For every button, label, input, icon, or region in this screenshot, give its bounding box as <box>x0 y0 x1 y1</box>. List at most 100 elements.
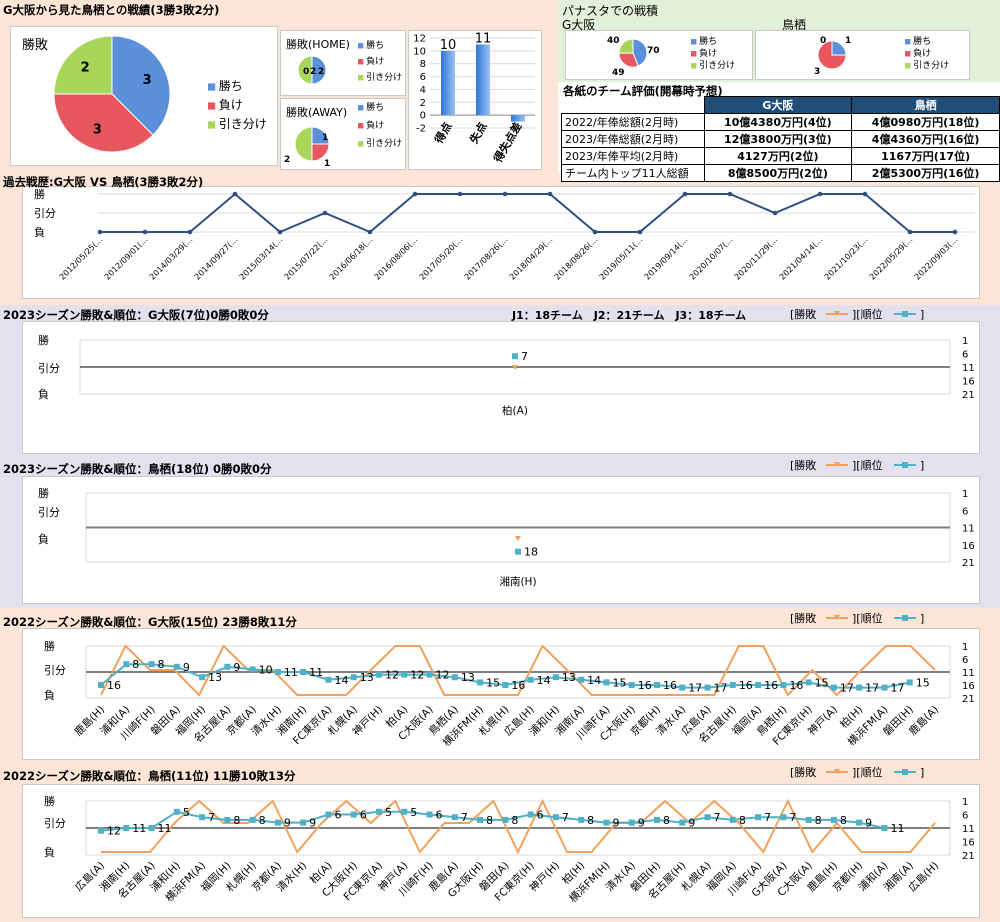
g2022-rank-point <box>401 671 408 678</box>
history-point <box>187 229 193 235</box>
score-bar <box>476 44 490 116</box>
t2023-rank-tick: 16 <box>962 541 975 552</box>
g2022-legend-close: ] <box>920 612 924 625</box>
t2023-legend-result-label: [勝敗 <box>790 458 816 472</box>
t2022-rank-tick: 16 <box>962 838 975 849</box>
t2022-rank-point <box>148 825 155 831</box>
g2023-rank-point <box>512 353 518 360</box>
g2022-rank-tick: 6 <box>962 655 968 666</box>
evaluation-cell-g: 8億8500万円(2位) <box>703 164 853 182</box>
t2022-rank-point <box>502 816 509 823</box>
g2022-rank-label: 13 <box>562 671 576 684</box>
g2023-legend-result-label: [勝敗 <box>790 307 816 321</box>
history-y-label: 負 <box>34 226 45 239</box>
away-pie-data-label: 2 <box>284 155 290 165</box>
t2022-rank-point <box>123 825 130 831</box>
t2022-rank-point <box>401 808 408 815</box>
g2022-rank-label: 11 <box>309 666 323 679</box>
g2023-rank-tick: 6 <box>962 350 968 361</box>
g2022-rank-point <box>249 666 256 673</box>
t2023-legend-rank-marker <box>902 462 908 468</box>
score-box <box>408 30 542 170</box>
history-date-label: 2015/07/22(... <box>283 235 330 282</box>
t2022-rank-label: 7 <box>562 811 569 824</box>
g2022-rank-label: 14 <box>587 674 601 687</box>
score-tick-label: 0 <box>420 111 426 122</box>
g2022-result-label: 負 <box>44 689 55 702</box>
evaluation-row: 2022/年俸総額(2月時) 10億4380万円(4位) 4億0980万円(18位) <box>561 113 1000 131</box>
t2022-rank-point <box>856 819 863 826</box>
score-tick-label: 6 <box>420 72 426 83</box>
away-pie-data-label: 1 <box>322 133 328 143</box>
g2023-rank-tick: 21 <box>962 390 975 401</box>
score-tick-label: 8 <box>420 59 426 70</box>
overall-pie-slice <box>111 35 171 136</box>
score-tick-label: 2 <box>420 98 426 109</box>
t2023-title: 2023シーズン勝敗&順位：鳥栖(18位) 0勝0敗0分 <box>3 462 272 476</box>
g2022-rank-point <box>199 674 206 681</box>
evaluation-cell-t: 4億0980万円(18位) <box>851 113 1000 131</box>
panasta-t-legend-swatch <box>905 63 911 69</box>
panasta-g-pie-slice <box>618 52 639 68</box>
g2022-rank-point <box>426 671 433 678</box>
t2022-rank-line <box>100 810 885 832</box>
panasta-g-legend-label: 勝ち <box>699 35 717 47</box>
t2022-box <box>22 784 980 918</box>
g2023-rank-label: 7 <box>521 350 528 363</box>
g2022-rank-point <box>578 676 585 683</box>
away-pie-title: 勝敗(AWAY) <box>286 106 348 119</box>
t2022-rank-label: 11 <box>132 822 146 835</box>
g2022-rank-label: 15 <box>815 676 829 689</box>
history-point <box>97 229 103 235</box>
g2022-rank-tick: 21 <box>962 694 975 705</box>
t2022-rank-label: 9 <box>612 817 619 830</box>
t2022-rank-label: 8 <box>587 814 594 827</box>
t2022-rank-point <box>704 814 711 821</box>
t2022-rank-point <box>173 808 180 815</box>
evaluation-cell-t: 1167万円(17位) <box>851 147 1000 165</box>
evaluation-header-row: G大阪 鳥栖 <box>561 96 1000 114</box>
t2022-rank-tick: 6 <box>962 811 968 822</box>
t2022-rank-label: 9 <box>284 817 291 830</box>
g2022-rank-label: 13 <box>208 671 222 684</box>
panasta-g-data-label: 49 <box>612 68 625 78</box>
evaluation-row-label: 2023/年俸平均(2月時) <box>561 147 705 165</box>
evaluation-cell-g: 4127万円(2位) <box>703 147 853 165</box>
g2022-rank-label: 8 <box>158 658 165 671</box>
g2022-rank-label: 16 <box>663 679 677 692</box>
history-point <box>637 229 643 235</box>
t2022-rank-point <box>98 827 104 834</box>
evaluation-row-label: 2022/年俸総額(2月時) <box>561 113 705 131</box>
score-bar-value: 11 <box>475 31 492 46</box>
t2022-rank-label: 8 <box>233 814 240 827</box>
evaluation-header-g: G大阪 <box>703 96 853 114</box>
panasta-t-legend-label: 勝ち <box>913 35 931 47</box>
t2023-rank-tick: 1 <box>962 489 968 500</box>
score-category-label: 得点 <box>431 120 455 147</box>
t2022-result-label: 勝 <box>44 794 55 808</box>
t2022-rank-point <box>805 816 812 823</box>
home-pie-data-label: 0 <box>303 67 309 77</box>
t2022-rank-label: 12 <box>107 825 121 838</box>
history-point <box>277 229 283 235</box>
history-date-label: 2020/10/07(... <box>688 235 735 282</box>
panasta-t-legend-label: 負け <box>913 47 931 59</box>
panasta-title: パナスタでの戦積 <box>562 4 659 18</box>
g2022-rank-label: 17 <box>890 682 904 695</box>
t2022-rank-label: 8 <box>259 814 266 827</box>
g2023-result-label: 負 <box>38 388 49 401</box>
t2023-legend-rank-label: ][順位 <box>852 458 883 472</box>
panasta-g-legend-label: 引き分け <box>699 60 735 71</box>
t2022-legend-rank-label: ][順位 <box>852 765 883 779</box>
home-pie-legend-swatch <box>358 59 364 65</box>
t2022-rank-point <box>729 816 736 823</box>
evaluation-title: 各紙のチーム評価(開幕時予想) <box>563 84 723 98</box>
t2022-rank-point <box>679 819 686 826</box>
away-pie-legend-swatch <box>358 141 364 147</box>
t2022-rank-label: 8 <box>511 814 518 827</box>
history-line <box>100 192 955 234</box>
history-point <box>502 191 508 197</box>
history-date-label: 2016/08/06(... <box>373 235 420 282</box>
evaluation-cell-t: 4億4360万円(16位) <box>851 130 1000 148</box>
evaluation-cell-g: 10億4380万円(4位) <box>703 113 853 131</box>
